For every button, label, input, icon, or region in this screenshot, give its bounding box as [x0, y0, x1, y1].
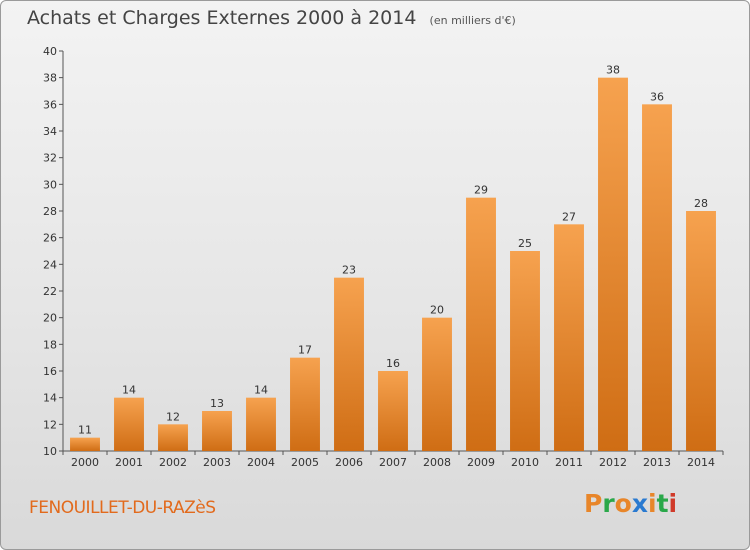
data-labels: 11 14 12 13 14 17 23 16 20 29 25 27 38 36 28	[78, 64, 708, 437]
bar	[686, 211, 716, 451]
bars	[70, 77, 716, 452]
data-label: 28	[694, 197, 708, 210]
bar	[554, 224, 584, 451]
data-label: 20	[430, 304, 444, 317]
x-tick-label: 2014	[687, 456, 715, 469]
bar	[158, 424, 188, 451]
data-label: 11	[78, 424, 92, 437]
data-label: 16	[386, 357, 400, 370]
y-tick-label: 40	[43, 45, 57, 58]
x-tick-label: 2000	[71, 456, 99, 469]
bar	[466, 197, 496, 451]
place-name: FENOUILLET-DU-RAZèS	[29, 498, 216, 518]
x-tick-label: 2008	[423, 456, 451, 469]
data-label: 17	[298, 344, 312, 357]
data-label: 25	[518, 237, 532, 250]
data-label: 14	[122, 384, 136, 397]
x-tick-label: 2012	[599, 456, 627, 469]
x-tick-label: 2001	[115, 456, 143, 469]
y-tick-label: 28	[43, 205, 57, 218]
x-tick-label: 2004	[247, 456, 275, 469]
y-tick-label: 10	[43, 445, 57, 458]
data-label: 36	[650, 90, 664, 103]
bar	[290, 357, 320, 451]
logo-letter: r	[602, 489, 615, 518]
x-tick-label: 2003	[203, 456, 231, 469]
x-tick-label: 2005	[291, 456, 319, 469]
bar	[378, 371, 408, 451]
logo-letter: i	[648, 489, 657, 518]
logo-letter: i	[668, 489, 678, 518]
y-tick-label: 30	[43, 178, 57, 191]
data-label: 14	[254, 384, 268, 397]
x-tick-label: 2011	[555, 456, 583, 469]
y-tick-label: 34	[43, 125, 57, 138]
bar	[510, 251, 540, 451]
proxiti-logo: Proxiti	[584, 489, 677, 518]
y-tick-label: 38	[43, 72, 57, 85]
bar	[334, 277, 364, 451]
logo-letter: x	[631, 489, 648, 518]
data-label: 13	[210, 397, 224, 410]
logo-letter: t	[656, 489, 669, 518]
y-tick-label: 36	[43, 98, 57, 111]
x-tick-label: 2013	[643, 456, 671, 469]
y-tick-label: 20	[43, 312, 57, 325]
y-tick-label: 24	[43, 258, 57, 271]
data-label: 12	[166, 410, 180, 423]
data-label: 29	[474, 184, 488, 197]
y-tick-label: 12	[43, 418, 57, 431]
data-label: 23	[342, 264, 356, 277]
data-label: 27	[562, 210, 576, 223]
chart-title: Achats et Charges Externes 2000 à 2014	[27, 7, 417, 29]
logo-letter: o	[614, 489, 632, 518]
logo-letter: P	[584, 489, 603, 518]
x-tick-label: 2006	[335, 456, 363, 469]
title-row: Achats et Charges Externes 2000 à 2014 (…	[27, 7, 516, 29]
x-tick-label: 2010	[511, 456, 539, 469]
y-tick-label: 32	[43, 152, 57, 165]
chart-subtitle: (en milliers d'€)	[429, 14, 516, 27]
data-label: 38	[606, 64, 620, 77]
bar	[246, 397, 276, 451]
y-tick-label: 16	[43, 365, 57, 378]
x-tick-label: 2009	[467, 456, 495, 469]
y-tick-label: 14	[43, 392, 57, 405]
y-tick-label: 18	[43, 338, 57, 351]
bar	[422, 317, 452, 451]
bar	[202, 411, 232, 451]
y-tick-label: 22	[43, 285, 57, 298]
bar	[598, 77, 628, 452]
y-tick-label: 26	[43, 232, 57, 245]
bar	[642, 104, 672, 451]
bar	[70, 437, 100, 451]
x-tick-label: 2002	[159, 456, 187, 469]
bar	[114, 397, 144, 451]
x-tick-label: 2007	[379, 456, 407, 469]
